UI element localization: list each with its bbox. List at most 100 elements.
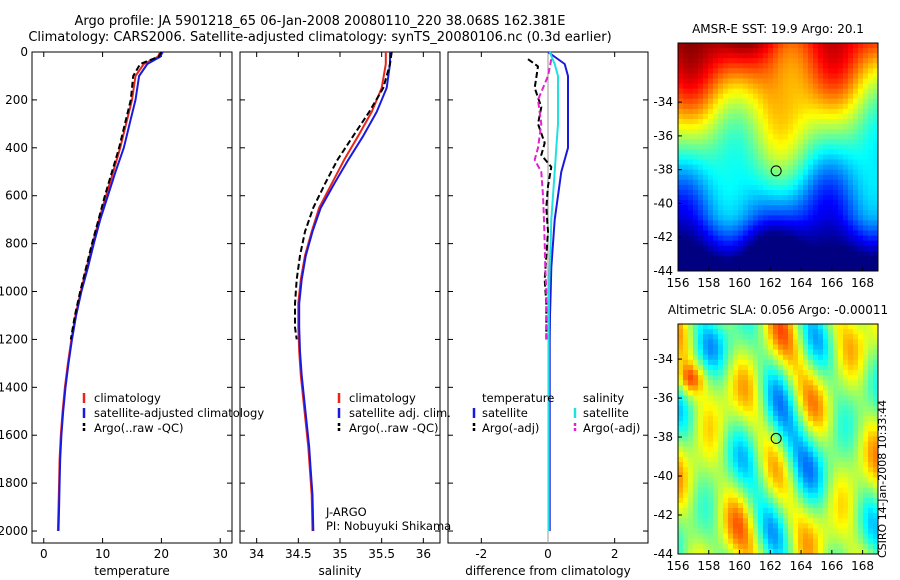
sst-heat-cell (793, 169, 799, 176)
sst-heat-cell (873, 108, 878, 115)
sst-heat-cell (803, 48, 809, 54)
sla-heat-cell (763, 533, 769, 540)
sla-heat-cell (763, 543, 769, 550)
sst-heat-cell (693, 134, 699, 140)
sst-heat-cell (798, 179, 804, 186)
sst-heat-cell (818, 174, 824, 181)
sst-heat-cell (863, 245, 869, 252)
sst-heat-cell (778, 164, 784, 171)
sst-heat-cell (808, 255, 814, 262)
sst-heat-cell (833, 144, 839, 150)
sst-heat-cell (793, 113, 799, 120)
sst-heat-cell (753, 58, 759, 64)
sla-heat-cell (848, 324, 854, 330)
sla-heat-cell (863, 441, 869, 448)
sst-heat-cell (728, 240, 734, 247)
sst-heat-cell (778, 189, 784, 196)
sla-heat-cell (713, 334, 719, 340)
sla-heat-cell (813, 456, 819, 463)
sst-heat-cell (758, 195, 764, 201)
sla-heat-cell (738, 400, 744, 407)
sst-heat-cell (783, 215, 789, 221)
sla-heat-cell (843, 451, 849, 458)
sst-heat-cell (803, 164, 809, 171)
sst-heat-cell (708, 174, 714, 181)
sla-heat-cell (848, 329, 854, 335)
sst-heat-cell (828, 179, 834, 186)
sla-heat-cell (763, 513, 769, 519)
sst-heat-cell (793, 200, 799, 206)
sla-heat-cell (843, 339, 849, 346)
sla-heat-cell (773, 462, 779, 468)
sla-heat-cell (733, 508, 739, 514)
sla-heat-cell (758, 410, 764, 417)
sst-heat-cell (873, 103, 878, 110)
sst-heat-cell (858, 88, 864, 95)
sla-heat-cell (758, 416, 764, 422)
sst-heat-cell (868, 119, 874, 125)
sst-heat-cell (833, 174, 839, 181)
sla-heat-cell (858, 497, 864, 504)
sst-heat-cell (753, 144, 759, 150)
sla-heat-cell (738, 538, 744, 545)
sst-heat-cell (783, 53, 789, 59)
sla-heat-cell (743, 533, 749, 540)
sla-heat-cell (748, 370, 754, 376)
sla-heat-cell (698, 364, 704, 371)
sal-xlabel: salinity (318, 564, 361, 578)
sst-heat-cell (818, 260, 824, 267)
sst-heat-cell (813, 83, 819, 90)
sla-heat-cell (843, 370, 849, 376)
sst-heat-cell (713, 113, 719, 120)
sla-heat-cell (778, 487, 784, 494)
sst-heat-cell (843, 210, 849, 216)
sla-heat-cell (763, 523, 769, 530)
sst-heat-cell (703, 68, 709, 74)
sst-heat-cell (798, 119, 804, 125)
sst-heat-cell (798, 139, 804, 145)
sst-heat-cell (873, 164, 878, 171)
sla-heat-cell (808, 497, 814, 504)
sst-heat-cell (788, 129, 794, 135)
sst-heat-cell (748, 189, 754, 196)
sst-heat-cell (688, 159, 694, 166)
sla-heat-cell (783, 538, 789, 545)
sla-heat-cell (738, 370, 744, 376)
sst-heat-cell (868, 149, 874, 156)
sst-heat-cell (678, 149, 684, 156)
sla-heat-cell (748, 405, 754, 412)
sla-heat-cell (713, 390, 719, 397)
sla-heat-cell (773, 513, 779, 519)
sst-heat-cell (823, 220, 829, 226)
sla-heat-cell (863, 487, 869, 494)
sst-heat-cell (683, 179, 689, 186)
sst-heat-cell (858, 73, 864, 80)
sla-axes-frame (677, 323, 879, 555)
sla-heat-cell (803, 441, 809, 448)
sla-heat-cell (773, 467, 779, 473)
sst-heat-cell (848, 250, 854, 257)
sst-heat-cell (858, 174, 864, 181)
sst-heat-cell (793, 149, 799, 156)
sst-heat-cell (798, 88, 804, 95)
sla-heat-cell (818, 426, 824, 432)
sla-heat-cell (783, 426, 789, 432)
sst-heat-cell (743, 174, 749, 181)
sst-heat-cell (693, 235, 699, 242)
sst-heat-cell (818, 58, 824, 64)
sla-heat-cell (788, 538, 794, 545)
sla-heat-cell (813, 487, 819, 494)
sst-heat-cell (678, 129, 684, 135)
sst-heat-cell (748, 215, 754, 221)
sla-heat-cell (818, 533, 824, 540)
sst-heat-cell (718, 189, 724, 196)
sla-heat-cell (858, 533, 864, 540)
sst-heat-cell (843, 149, 849, 156)
sla-heat-cell (733, 533, 739, 540)
sst-heat-cell (718, 230, 724, 237)
sla-heat-cell (743, 446, 749, 453)
sst-heat-cell (813, 225, 819, 232)
sla-heat-cell (703, 359, 709, 366)
sla-heat-cell (728, 390, 734, 397)
sst-heat-cell (748, 149, 754, 156)
